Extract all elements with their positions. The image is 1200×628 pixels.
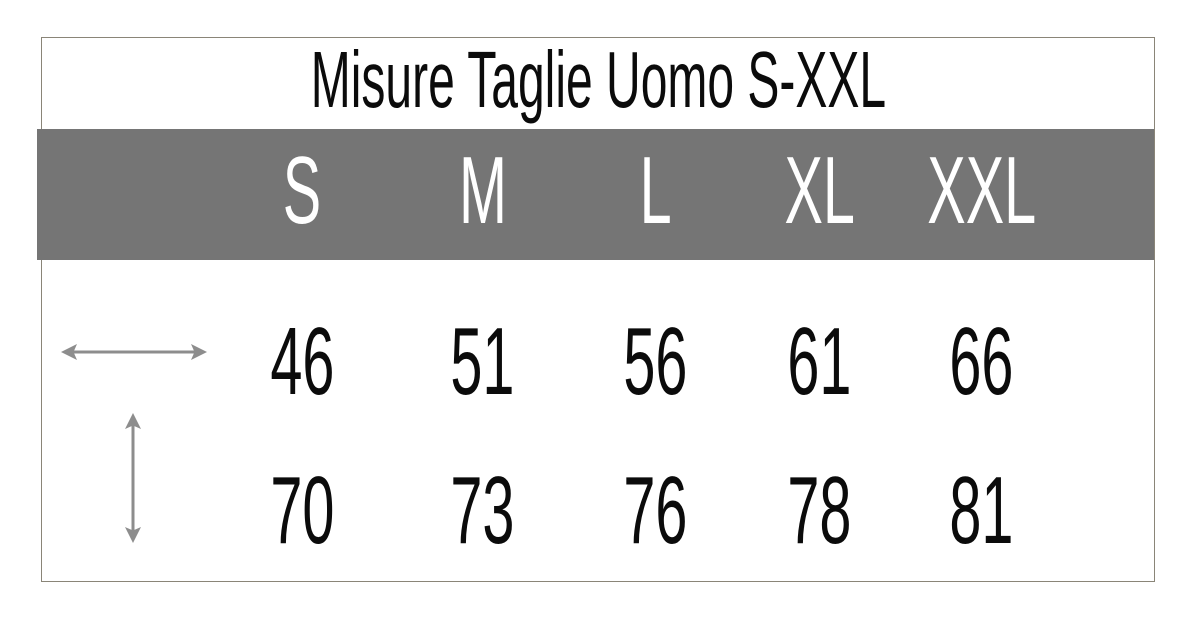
header-spacer [42,129,212,260]
measurement-value: 56 [623,308,688,415]
length-xxl-cell: 81 [900,436,1063,586]
size-header-m: M [393,129,572,260]
measurement-grid: 46 51 56 61 66 70 73 76 [42,260,1154,583]
size-header-xxl: XXL [900,129,1063,260]
width-xxl-cell: 66 [900,287,1063,437]
measurement-value: 73 [450,457,515,564]
size-label: M [458,136,507,244]
measurement-value: 61 [787,308,852,415]
width-s-cell: 46 [212,287,393,437]
width-measurements-row: 46 51 56 61 66 [42,287,1154,437]
title-row: Misure Taglie Uomo S-XXL [42,38,1154,129]
measurement-value: 76 [623,457,688,564]
size-label: S [283,136,322,244]
measurement-value: 46 [270,308,335,415]
width-m-cell: 51 [393,287,572,437]
size-header-band: S M L XL XXL [37,129,1154,260]
size-label: XXL [927,136,1036,244]
size-header-xl: XL [739,129,900,260]
length-l-cell: 76 [572,436,739,586]
size-header-s: S [212,129,393,260]
size-chart-card: Misure Taglie Uomo S-XXL S M L XL XXL [37,37,1155,583]
measurement-value: 51 [450,308,515,415]
length-s-cell: 70 [212,436,393,586]
size-label: L [639,136,672,244]
measurement-value: 70 [270,457,335,564]
measurement-value: 81 [949,457,1014,564]
size-label: XL [784,136,855,244]
width-l-cell: 56 [572,287,739,437]
length-measurements-row: 70 73 76 78 81 [42,436,1154,586]
width-xl-cell: 61 [739,287,900,437]
length-m-cell: 73 [393,436,572,586]
size-header-l: L [572,129,739,260]
page-title: Misure Taglie Uomo S-XXL [310,34,886,124]
measurement-value: 66 [949,308,1014,415]
vertical-double-arrow-icon [125,413,141,543]
measurement-value: 78 [787,457,852,564]
row-icon-spacer [42,287,212,437]
length-xl-cell: 78 [739,436,900,586]
horizontal-double-arrow-icon [61,344,207,360]
row-icon-spacer [42,436,212,586]
